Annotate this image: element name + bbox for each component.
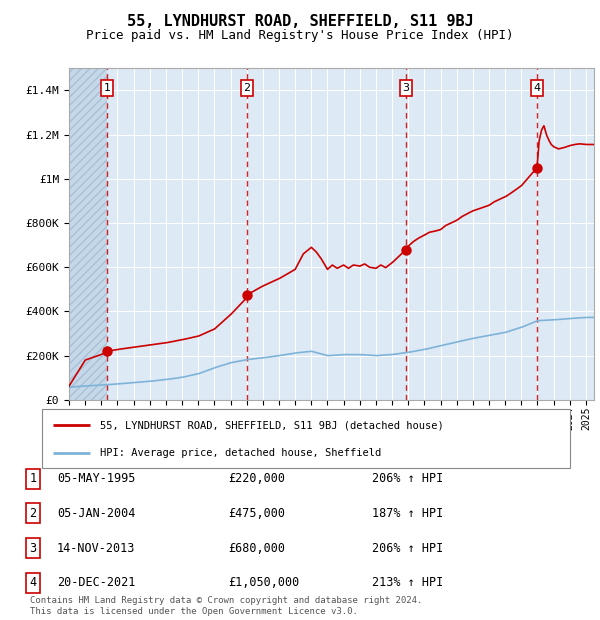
Text: £680,000: £680,000 [228, 542, 285, 554]
Text: 20-DEC-2021: 20-DEC-2021 [57, 577, 136, 589]
Text: 1: 1 [103, 83, 110, 93]
Text: 2: 2 [29, 507, 37, 520]
Text: 4: 4 [29, 577, 37, 589]
Text: HPI: Average price, detached house, Sheffield: HPI: Average price, detached house, Shef… [100, 448, 382, 458]
Text: 3: 3 [29, 542, 37, 554]
Text: 3: 3 [403, 83, 410, 93]
Text: £475,000: £475,000 [228, 507, 285, 520]
Text: Price paid vs. HM Land Registry's House Price Index (HPI): Price paid vs. HM Land Registry's House … [86, 29, 514, 42]
Text: 55, LYNDHURST ROAD, SHEFFIELD, S11 9BJ (detached house): 55, LYNDHURST ROAD, SHEFFIELD, S11 9BJ (… [100, 420, 444, 430]
Text: 206% ↑ HPI: 206% ↑ HPI [372, 472, 443, 485]
Text: 2: 2 [244, 83, 251, 93]
FancyBboxPatch shape [42, 409, 570, 468]
Text: £220,000: £220,000 [228, 472, 285, 485]
Text: 05-JAN-2004: 05-JAN-2004 [57, 507, 136, 520]
Text: 55, LYNDHURST ROAD, SHEFFIELD, S11 9BJ: 55, LYNDHURST ROAD, SHEFFIELD, S11 9BJ [127, 14, 473, 29]
Text: 05-MAY-1995: 05-MAY-1995 [57, 472, 136, 485]
Text: 213% ↑ HPI: 213% ↑ HPI [372, 577, 443, 589]
Text: 1: 1 [29, 472, 37, 485]
Text: 206% ↑ HPI: 206% ↑ HPI [372, 542, 443, 554]
Text: 187% ↑ HPI: 187% ↑ HPI [372, 507, 443, 520]
Text: 14-NOV-2013: 14-NOV-2013 [57, 542, 136, 554]
Text: 4: 4 [533, 83, 541, 93]
Text: £1,050,000: £1,050,000 [228, 577, 299, 589]
Text: Contains HM Land Registry data © Crown copyright and database right 2024.
This d: Contains HM Land Registry data © Crown c… [30, 596, 422, 616]
